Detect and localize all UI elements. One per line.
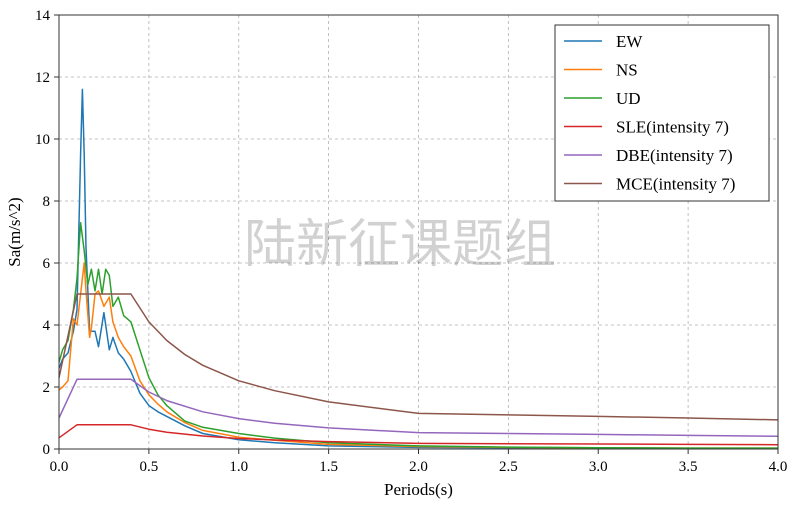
legend-box	[554, 24, 770, 202]
x-axis-ticks: 0.0 0.5 1.0 1.5 2.0 2.5 3.0 3.5 4.0	[50, 449, 788, 475]
y-axis-label: Sa(m/s^2)	[5, 197, 24, 266]
x-tick-label: 4.0	[769, 459, 788, 475]
legend-label: DBE(intensity 7)	[616, 146, 733, 165]
series-lines	[58, 88, 779, 450]
series-line	[58, 293, 779, 421]
x-tick-label: 2.5	[499, 459, 518, 475]
x-tick-label: 0.5	[140, 459, 159, 475]
x-axis-label: Periods(s)	[384, 480, 453, 499]
y-tick-label: 8	[43, 194, 51, 210]
y-tick-label: 0	[43, 442, 51, 458]
x-tick-label: 0.0	[50, 459, 69, 475]
legend-label: UD	[616, 89, 641, 108]
y-axis-ticks: 0 2 4 6 8 10 12 14	[35, 8, 59, 458]
x-tick-label: 2.0	[409, 459, 428, 475]
legend-label: EW	[616, 32, 643, 51]
y-tick-label: 2	[43, 380, 51, 396]
x-tick-label: 1.5	[319, 459, 338, 475]
x-tick-label: 3.5	[679, 459, 698, 475]
series-line	[58, 262, 778, 449]
legend-label: NS	[616, 61, 638, 80]
y-tick-label: 6	[43, 256, 51, 272]
legend-label: SLE(intensity 7)	[616, 118, 729, 137]
x-tick-label: 3.0	[589, 459, 608, 475]
y-tick-label: 14	[35, 8, 51, 24]
series-line	[58, 88, 778, 450]
legend: EW NS UD SLE(intensity 7) DBE(intensity 7) MC…	[554, 24, 770, 202]
y-tick-label: 10	[35, 132, 50, 148]
y-tick-label: 12	[35, 70, 50, 86]
x-tick-label: 1.0	[229, 459, 248, 475]
watermark-text: 陆新征课题组	[244, 217, 556, 274]
series-line	[58, 424, 779, 446]
y-tick-label: 4	[43, 318, 51, 334]
legend-label: MCE(intensity 7)	[616, 175, 735, 194]
series-line	[58, 378, 779, 438]
